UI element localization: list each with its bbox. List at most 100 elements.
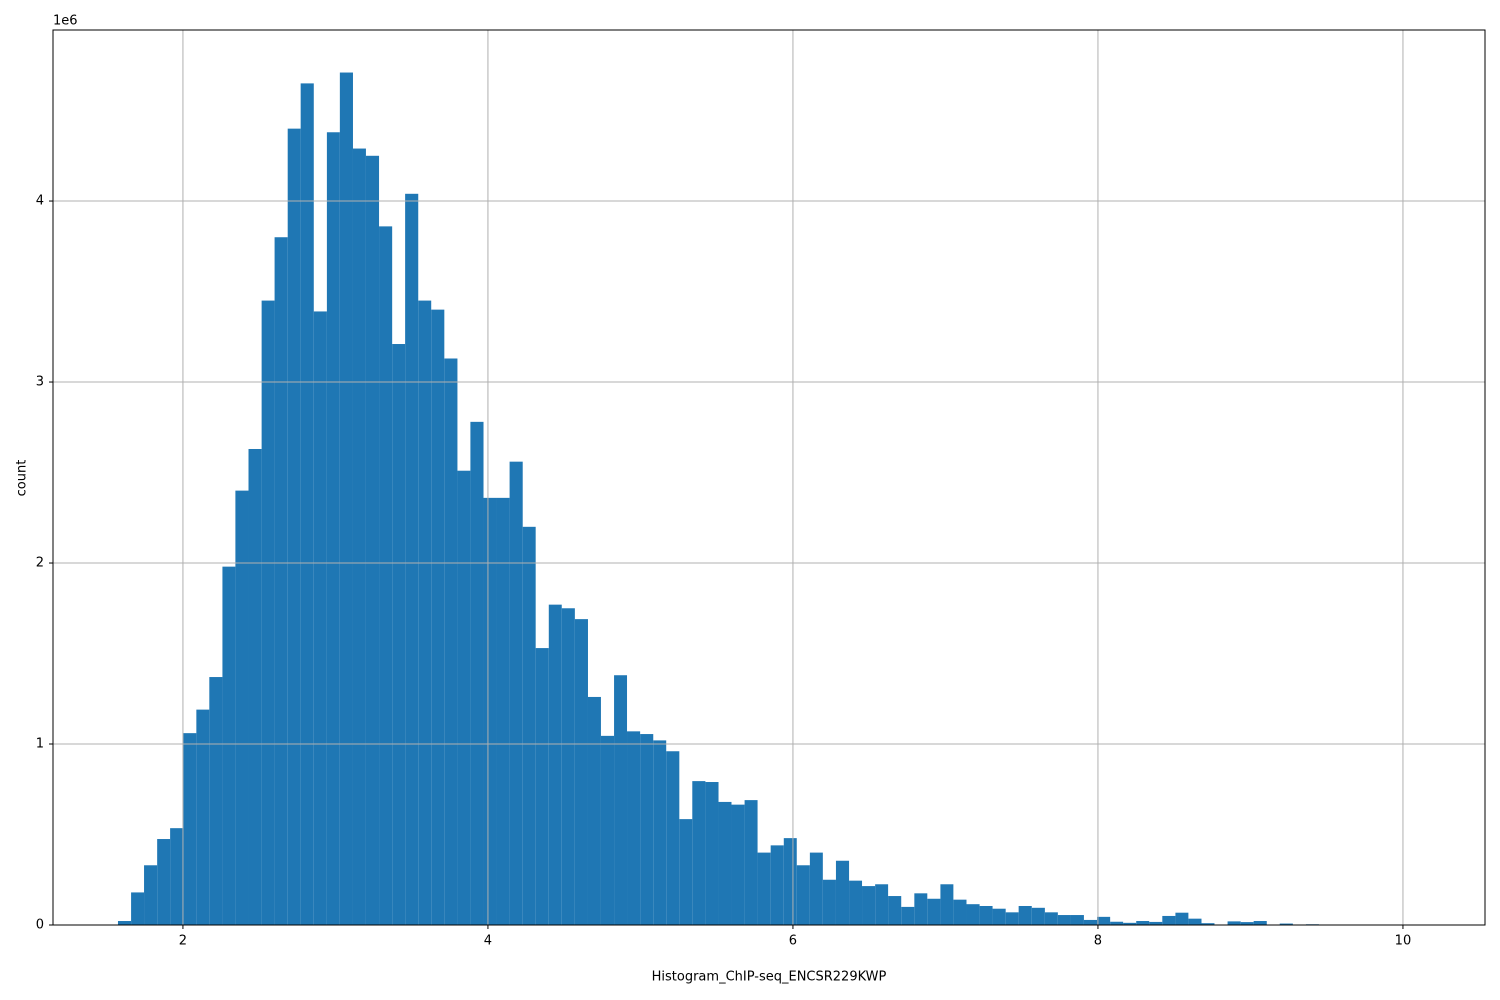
bar bbox=[757, 852, 771, 925]
bar bbox=[666, 751, 680, 925]
bar bbox=[1279, 923, 1293, 925]
bar bbox=[888, 896, 902, 925]
bar bbox=[144, 865, 158, 925]
bar bbox=[770, 845, 784, 925]
bar bbox=[1227, 921, 1241, 925]
bar bbox=[183, 733, 197, 925]
x-tick-label: 4 bbox=[484, 934, 492, 949]
bar bbox=[352, 148, 366, 925]
bar bbox=[522, 526, 536, 925]
bar bbox=[992, 908, 1006, 925]
bar bbox=[1136, 921, 1150, 925]
bar bbox=[1240, 922, 1254, 925]
bar bbox=[561, 608, 575, 925]
bar bbox=[470, 421, 484, 925]
bar bbox=[379, 226, 393, 925]
bar bbox=[744, 800, 758, 925]
bar bbox=[1123, 922, 1137, 925]
y-tick-label: 4 bbox=[36, 194, 44, 209]
bar bbox=[418, 300, 432, 925]
bar bbox=[966, 904, 980, 925]
bar bbox=[392, 344, 406, 925]
bar bbox=[405, 193, 419, 926]
bar bbox=[496, 497, 510, 925]
bar bbox=[809, 852, 823, 925]
bar bbox=[822, 879, 836, 925]
bar bbox=[483, 497, 497, 925]
bar bbox=[627, 731, 641, 925]
bar bbox=[796, 865, 810, 925]
bar bbox=[783, 838, 797, 925]
bar bbox=[157, 839, 171, 925]
bar bbox=[1188, 918, 1202, 925]
bar bbox=[535, 648, 549, 925]
x-axis-label: Histogram_ChIP-seq_ENCSR229KWP bbox=[652, 970, 887, 985]
x-tick-label: 8 bbox=[1094, 934, 1102, 949]
bar bbox=[1201, 923, 1215, 925]
bar bbox=[914, 893, 928, 925]
bar bbox=[1083, 919, 1098, 925]
bar bbox=[509, 461, 523, 925]
bar bbox=[1175, 912, 1189, 925]
bar bbox=[170, 828, 184, 925]
y-axis-label: count bbox=[15, 460, 30, 497]
bar bbox=[979, 905, 993, 925]
bar bbox=[1110, 921, 1124, 925]
bar bbox=[117, 921, 132, 925]
x-tick-label: 2 bbox=[179, 934, 187, 949]
bar bbox=[574, 619, 588, 925]
bar bbox=[600, 735, 615, 925]
bar bbox=[692, 781, 706, 925]
bar bbox=[548, 604, 562, 925]
y-offset-label: 1e6 bbox=[53, 14, 78, 29]
plot-frame bbox=[52, 29, 1486, 926]
bar bbox=[274, 237, 288, 926]
bar bbox=[927, 898, 941, 925]
x-tick-label: 10 bbox=[1395, 934, 1412, 949]
bar bbox=[365, 155, 380, 925]
y-tick-label: 3 bbox=[36, 375, 44, 390]
bar bbox=[287, 128, 301, 926]
bar bbox=[614, 675, 628, 925]
bar bbox=[731, 804, 745, 925]
bar bbox=[1044, 912, 1058, 925]
bar bbox=[209, 677, 223, 925]
bar bbox=[587, 696, 601, 925]
bar bbox=[835, 860, 850, 925]
y-tick-label: 0 bbox=[36, 918, 44, 933]
y-tick-label: 1 bbox=[36, 737, 44, 752]
bar bbox=[1070, 915, 1084, 925]
bar bbox=[222, 566, 236, 925]
bar bbox=[862, 886, 876, 925]
bar bbox=[1057, 915, 1071, 925]
bar bbox=[653, 740, 667, 925]
bar bbox=[875, 884, 889, 925]
bar bbox=[444, 358, 458, 925]
bar bbox=[326, 132, 340, 925]
bar bbox=[940, 884, 954, 925]
bar bbox=[131, 892, 145, 925]
bar bbox=[339, 72, 353, 926]
bar bbox=[300, 83, 314, 925]
x-tick-label: 6 bbox=[789, 934, 797, 949]
bar bbox=[235, 490, 249, 925]
bar bbox=[640, 734, 654, 925]
bar bbox=[261, 300, 275, 925]
y-tick-label: 2 bbox=[36, 556, 44, 571]
bar bbox=[1031, 907, 1045, 925]
bar bbox=[431, 309, 445, 925]
bar bbox=[718, 801, 732, 925]
bar bbox=[679, 819, 693, 925]
bar bbox=[196, 709, 210, 925]
bar bbox=[1018, 905, 1032, 925]
bar bbox=[248, 448, 262, 925]
bar bbox=[705, 782, 719, 925]
bar bbox=[1149, 921, 1163, 925]
bar bbox=[313, 311, 327, 925]
bar bbox=[1005, 912, 1019, 925]
bar bbox=[1253, 921, 1267, 925]
bar bbox=[953, 899, 967, 925]
bar bbox=[1162, 915, 1176, 925]
